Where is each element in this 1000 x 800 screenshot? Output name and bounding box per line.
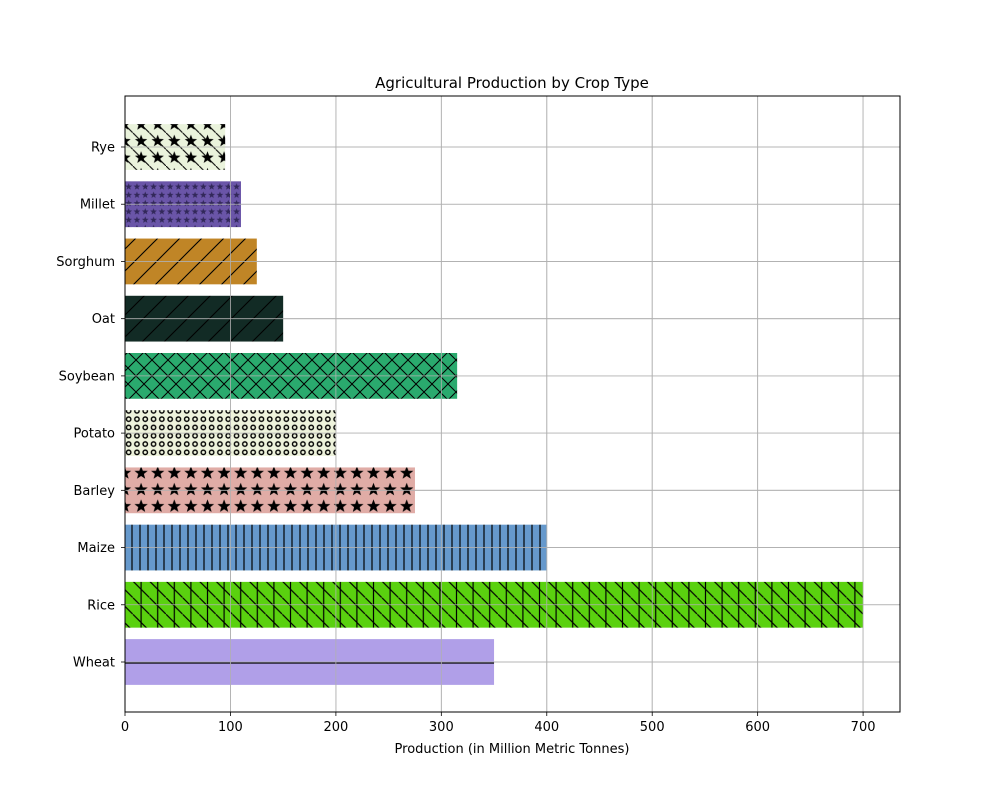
x-tick-label: 400 xyxy=(534,720,559,735)
x-tick-label: 200 xyxy=(323,720,348,735)
chart-title: Agricultural Production by Crop Type xyxy=(375,74,649,92)
bars xyxy=(124,96,900,712)
y-tick-label: Wheat xyxy=(73,656,115,671)
x-tick-label: 700 xyxy=(851,720,876,735)
y-tick-label: Maize xyxy=(77,541,115,556)
y-tick-label: Barley xyxy=(73,484,115,499)
x-tick-label: 100 xyxy=(218,720,243,735)
y-tick-label: Potato xyxy=(74,427,115,442)
x-tick-label: 0 xyxy=(121,720,129,735)
x-tick-label: 300 xyxy=(429,720,454,735)
y-tick-label: Rice xyxy=(87,598,115,613)
y-tick-label: Oat xyxy=(92,312,115,327)
x-axis-label: Production (in Million Metric Tonnes) xyxy=(395,742,630,757)
y-tick-label: Millet xyxy=(80,198,115,213)
y-tick-label: Soybean xyxy=(59,369,115,384)
x-tick-label: 500 xyxy=(640,720,665,735)
y-tick-label: Rye xyxy=(91,141,115,156)
x-tick-label: 600 xyxy=(745,720,770,735)
plot-frame xyxy=(124,95,901,713)
x-axis-ticks: 0 100 200 300 400 500 600 700 xyxy=(121,712,876,735)
y-tick-label: Sorghum xyxy=(56,255,115,270)
y-axis-ticks: Wheat Rice Maize Barley Potato Soybean Oat Sorg… xyxy=(56,141,125,671)
